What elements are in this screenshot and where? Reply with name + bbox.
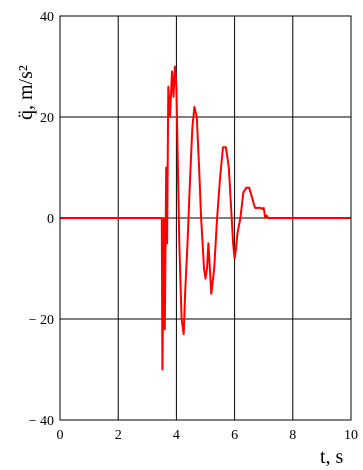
y-tick-label: − 20	[29, 313, 54, 328]
x-tick-label: 0	[57, 428, 64, 443]
tick-labels: 0 2 4 6 8 10 − 40 − 20 0 20 40	[29, 10, 358, 443]
y-tick-label: 0	[47, 212, 54, 227]
x-axis-label: t, s	[320, 446, 344, 468]
x-tick-label: 8	[289, 428, 296, 443]
series-line	[60, 65, 351, 371]
y-tick-label: 20	[40, 111, 54, 126]
series-layer	[60, 65, 351, 371]
x-tick-label: 6	[231, 428, 238, 443]
y-tick-label: 40	[40, 10, 54, 25]
x-tick-label: 10	[344, 428, 358, 443]
x-tick-label: 4	[173, 428, 180, 443]
x-tick-label: 2	[115, 428, 122, 443]
y-tick-label: − 40	[29, 414, 54, 429]
y-axis-label: q̈, m/s²	[15, 65, 37, 120]
plot-frame	[59, 15, 352, 421]
